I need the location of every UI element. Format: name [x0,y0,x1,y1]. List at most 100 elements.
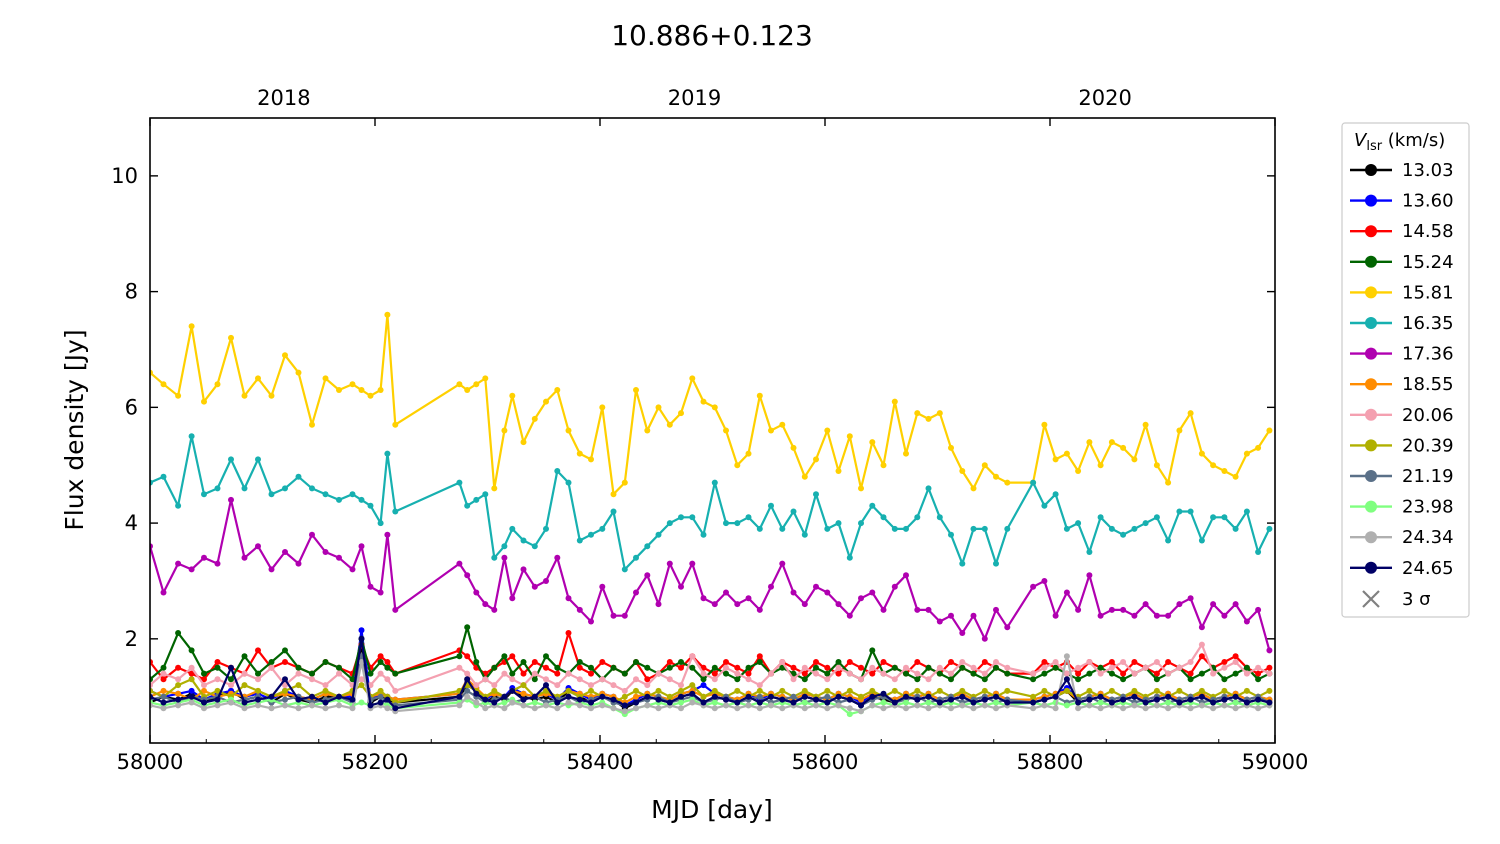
data-point [295,369,302,376]
data-point [565,595,572,602]
series-line [150,313,1271,496]
data-point [565,699,572,706]
x-axis-label: MJD [day] [651,795,773,824]
data-point [779,560,786,567]
data-point [1086,549,1093,555]
data-point [846,554,853,561]
data-point [464,653,471,660]
data-point [322,682,329,689]
data-point [501,653,508,660]
data-point [813,659,819,665]
data-point [666,421,673,428]
data-point [464,687,471,694]
legend-item: 24.65 [1350,558,1454,579]
legend-marker [1365,225,1377,238]
data-point [824,693,831,700]
data-point [1142,520,1149,527]
data-point [377,687,384,694]
data-point [1165,659,1172,665]
data-point [903,699,909,706]
data-point [309,531,315,538]
data-point [655,404,662,411]
data-point [241,699,248,706]
data-point [936,664,943,671]
data-point [756,705,763,712]
data-point [214,381,221,388]
data-point [824,705,831,712]
data-point [1108,699,1115,706]
data-point [756,693,763,700]
data-point [835,670,842,677]
data-point [1187,705,1194,712]
data-point [756,653,763,660]
data-point [160,676,167,683]
data-point [531,543,538,550]
data-point [959,560,966,567]
data-point [576,696,583,703]
data-point [1198,687,1205,694]
data-point [689,375,696,382]
data-point [1232,525,1239,532]
data-point [336,670,342,677]
x-tick-label: 58800 [1017,750,1084,774]
data-point [377,589,384,596]
data-point [1232,653,1239,660]
x-axis: 58000 58200 58400 58600 58800 59000 [117,118,1308,774]
data-point [367,502,374,509]
data-point [175,664,182,671]
data-point [621,670,628,677]
data-point [858,676,864,683]
data-point [970,705,977,712]
data-point [282,659,288,665]
legend-items: 13.03 13.60 14.58 15.24 15.81 16.35 17.36 18.55… [1350,160,1454,579]
data-point [377,520,384,527]
data-point [1221,468,1228,474]
data-point [554,705,561,712]
data-point [925,693,932,700]
data-point [846,705,853,712]
data-point [1221,696,1228,703]
data-point [1243,699,1250,706]
data-point [936,618,943,625]
legend-label: 24.34 [1402,527,1454,548]
data-point [723,427,729,434]
data-point [1153,659,1160,665]
data-point [666,699,673,706]
data-point [779,696,786,703]
data-point [214,702,221,709]
data-point [644,427,651,434]
data-point [531,676,538,683]
data-point [678,687,684,694]
data-point [599,693,606,700]
data-point [282,687,288,694]
data-point [309,670,315,677]
data-point [358,699,365,706]
data-point [1176,601,1183,608]
data-point [554,468,561,474]
data-point [835,659,842,665]
legend-item: 18.55 [1350,374,1454,395]
data-point [1075,606,1082,613]
data-point [824,589,831,596]
data-point [201,687,207,694]
data-point [1108,670,1115,677]
data-point [1030,479,1037,486]
y-tick-label: 6 [125,395,138,419]
data-point [188,670,195,677]
data-point [745,693,752,700]
data-point [1187,696,1194,703]
data-point [936,410,943,417]
data-point [599,702,606,709]
data-point [175,696,182,703]
data-point [228,676,234,683]
data-point [1232,705,1239,712]
data-point [993,560,999,567]
data-point [473,690,480,697]
data-point [790,676,797,683]
data-point [241,485,248,492]
data-point [1266,664,1273,671]
data-point [723,664,729,671]
data-point [745,514,752,521]
data-point [813,664,819,671]
data-point [981,670,988,677]
